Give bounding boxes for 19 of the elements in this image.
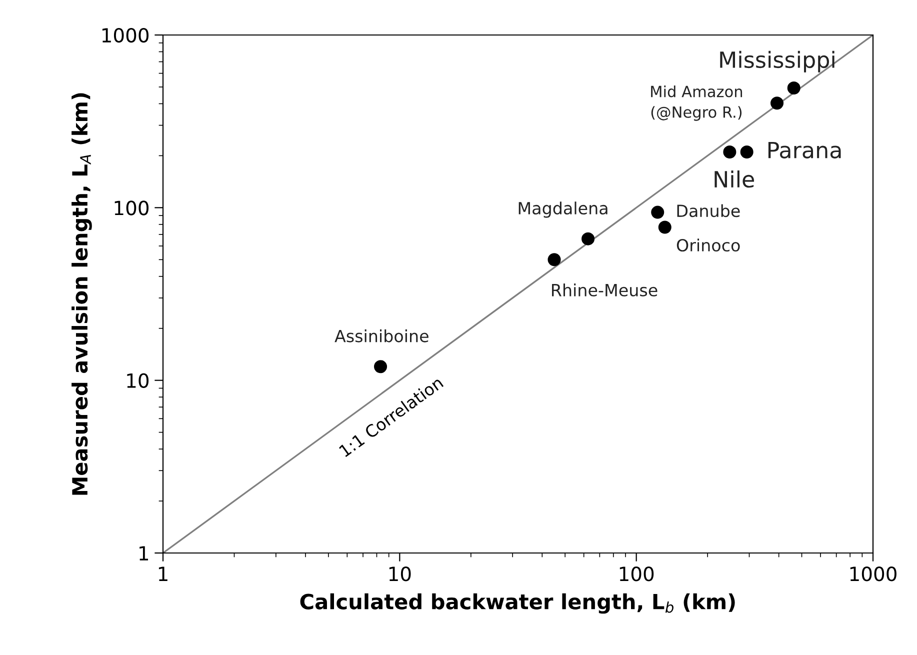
annotation: Danube xyxy=(677,204,740,218)
annotation: Assiniboine xyxy=(334,329,428,342)
annotation: Rhine-Meuse xyxy=(552,284,658,296)
x-axis-title: Calculated backwater length, L$_{b}$ (km) xyxy=(300,593,735,614)
annotation: Mid Amazon (@Negro R.) xyxy=(651,85,742,121)
y-tick-label: 1 xyxy=(140,546,148,560)
annotation: Nile xyxy=(714,170,754,188)
y-tick-label: 1000 xyxy=(102,28,149,43)
x-tick-label: 1 xyxy=(158,566,168,581)
x-tick-label: 1000 xyxy=(850,566,896,582)
y-tick-label: 10 xyxy=(127,373,149,388)
y-tick-label: 100 xyxy=(114,200,149,216)
x-tick-label: 100 xyxy=(620,566,654,582)
annotation: Orinoco xyxy=(676,238,740,252)
annotation: Parana xyxy=(768,142,841,158)
annotation: Magdalena xyxy=(518,202,608,218)
annotation: Mississippi xyxy=(720,50,834,72)
y-axis-title: Measured avulsion length, L$_{A}$ (km) xyxy=(72,93,92,495)
x-tick-label: 10 xyxy=(389,566,411,582)
